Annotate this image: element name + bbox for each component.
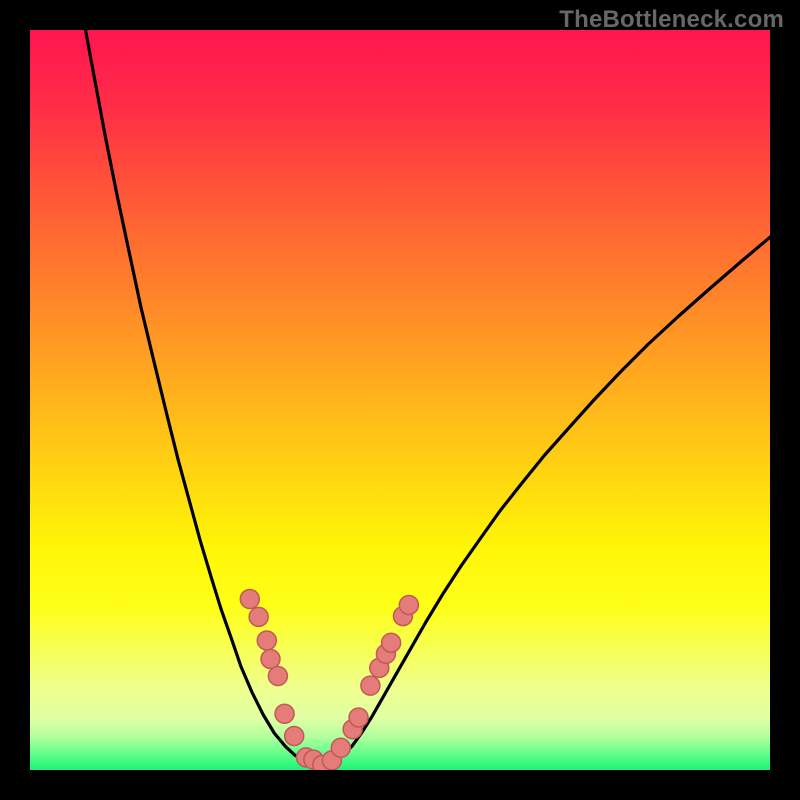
gradient-background [30,30,770,770]
data-marker [275,704,294,723]
plot-area [30,30,770,770]
chart-frame: TheBottleneck.com [0,0,800,800]
data-marker [331,738,350,757]
data-marker [249,607,268,626]
data-marker [261,650,280,669]
data-marker [399,595,418,614]
data-marker [285,726,304,745]
data-marker [349,708,368,727]
data-marker [240,590,259,609]
data-marker [382,633,401,652]
data-marker [361,676,380,695]
data-marker [257,631,276,650]
data-marker [268,667,287,686]
watermark-text: TheBottleneck.com [559,6,784,34]
chart-svg [30,30,770,770]
